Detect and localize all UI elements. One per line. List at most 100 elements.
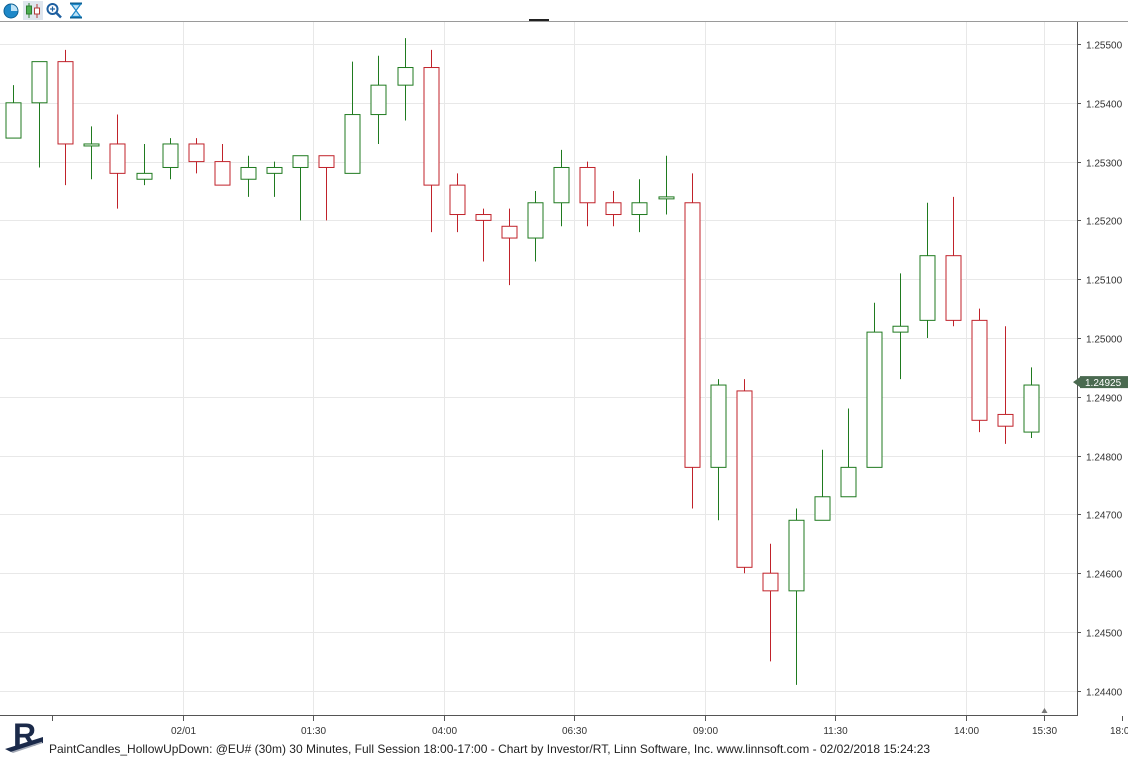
candle-body <box>631 202 648 216</box>
hourglass-icon <box>70 2 82 19</box>
y-tick-label: 1.24700 <box>1086 511 1123 522</box>
candle-down <box>57 49 74 186</box>
candle-body <box>788 519 805 592</box>
candle-up <box>710 379 727 521</box>
candle-up <box>344 61 361 174</box>
candle-down <box>762 543 779 662</box>
candle-down <box>109 114 126 209</box>
candle-body <box>658 196 675 200</box>
candle-down <box>579 161 596 227</box>
candle-up <box>788 508 805 685</box>
candle-up <box>919 202 936 338</box>
candle-body <box>266 166 283 174</box>
candle-body <box>971 319 988 421</box>
candle-body <box>945 255 962 321</box>
x-tick-label: 09:00 <box>693 726 718 737</box>
candle-down <box>449 173 466 233</box>
x-tick-label: 15:30 <box>1032 726 1057 737</box>
zoom-button[interactable] <box>44 1 64 20</box>
candle-body <box>423 67 440 186</box>
last-price-label: 1.24925 <box>1085 378 1122 389</box>
y-tick-label: 1.24400 <box>1086 688 1123 699</box>
candle-body <box>579 166 596 204</box>
y-tick-label: 1.24600 <box>1086 570 1123 581</box>
x-tick-label: 04:00 <box>432 726 457 737</box>
y-tick-label: 1.25300 <box>1086 159 1123 170</box>
candle-down <box>214 143 231 186</box>
candlestick-icon <box>26 3 40 18</box>
candle-body <box>5 102 22 139</box>
last-price-arrow <box>1073 377 1080 388</box>
chart-pane[interactable]: 1.25500 1.25400 1.25300 1.25200 1.25100 1.250… <box>0 22 1128 757</box>
candle-body <box>318 155 335 168</box>
candle-up <box>31 61 48 168</box>
x-tick-label: 01:30 <box>301 726 326 737</box>
candle-up <box>840 408 857 498</box>
y-tick-label: 1.25200 <box>1086 217 1123 228</box>
candle-up <box>162 138 179 180</box>
candle-body <box>762 572 779 592</box>
candle-body <box>840 466 857 498</box>
axes: 1.25500 1.25400 1.25300 1.25200 1.25100 1.250… <box>0 22 1128 737</box>
clock-button[interactable] <box>1 1 21 20</box>
candle-body <box>736 390 753 568</box>
candle-body <box>109 143 126 174</box>
candle-body <box>553 166 570 204</box>
hourglass-button[interactable] <box>66 1 86 20</box>
x-tick-label: 14:00 <box>954 726 979 737</box>
candle-up <box>553 149 570 227</box>
x-tick-label: 11:30 <box>823 726 848 737</box>
candle-body <box>449 184 466 216</box>
candle-down <box>997 326 1014 444</box>
x-tick-label: 06:30 <box>562 726 587 737</box>
pane-resize-handle[interactable] <box>529 19 549 24</box>
candle-body <box>292 155 309 168</box>
candle-up <box>527 191 544 262</box>
candle-body <box>57 61 74 145</box>
candle-down <box>605 191 622 227</box>
y-tick-label: 1.25400 <box>1086 100 1123 111</box>
candle-body <box>83 143 100 147</box>
candle-down <box>736 379 753 574</box>
candle-body <box>188 143 205 163</box>
candle-body <box>136 172 153 180</box>
candle-body <box>240 166 257 180</box>
candle-up <box>370 55 387 144</box>
candle-down <box>945 196 962 327</box>
candle-up <box>631 179 648 233</box>
candle-up <box>814 449 831 521</box>
candle-down <box>971 308 988 433</box>
candle-body <box>1023 384 1040 433</box>
candle-body <box>710 384 727 468</box>
candle-body <box>344 114 361 174</box>
x-tick-label: 02/01 <box>171 726 196 737</box>
candles <box>5 38 1040 685</box>
candle-body <box>31 61 48 104</box>
candle-up <box>136 143 153 186</box>
chart-toolbar <box>0 0 1128 22</box>
y-tick-label: 1.24800 <box>1086 453 1123 464</box>
candle-down <box>423 49 440 233</box>
candle-body <box>892 325 909 333</box>
candle-down <box>501 208 518 286</box>
candlestick-chart[interactable]: 1.25500 1.25400 1.25300 1.25200 1.25100 1.250… <box>0 22 1128 757</box>
candle-body <box>214 161 231 186</box>
candle-down <box>475 208 492 262</box>
clock-icon <box>3 3 19 19</box>
y-tick-label: 1.25500 <box>1086 41 1123 52</box>
candle-up <box>266 161 283 197</box>
candlestick-button[interactable] <box>23 1 43 20</box>
candle-body <box>866 331 883 468</box>
y-tick-label: 1.25000 <box>1086 335 1123 346</box>
candle-down <box>684 173 701 509</box>
candle-body <box>919 255 936 321</box>
candle-up <box>1023 367 1040 438</box>
y-tick-label: 1.25100 <box>1086 276 1123 287</box>
candle-body <box>684 202 701 468</box>
grid-lines <box>0 22 1077 715</box>
candle-body <box>501 225 518 239</box>
candle-up <box>892 273 909 380</box>
candle-up <box>292 155 309 221</box>
candle-body <box>162 143 179 168</box>
candle-body <box>475 214 492 221</box>
